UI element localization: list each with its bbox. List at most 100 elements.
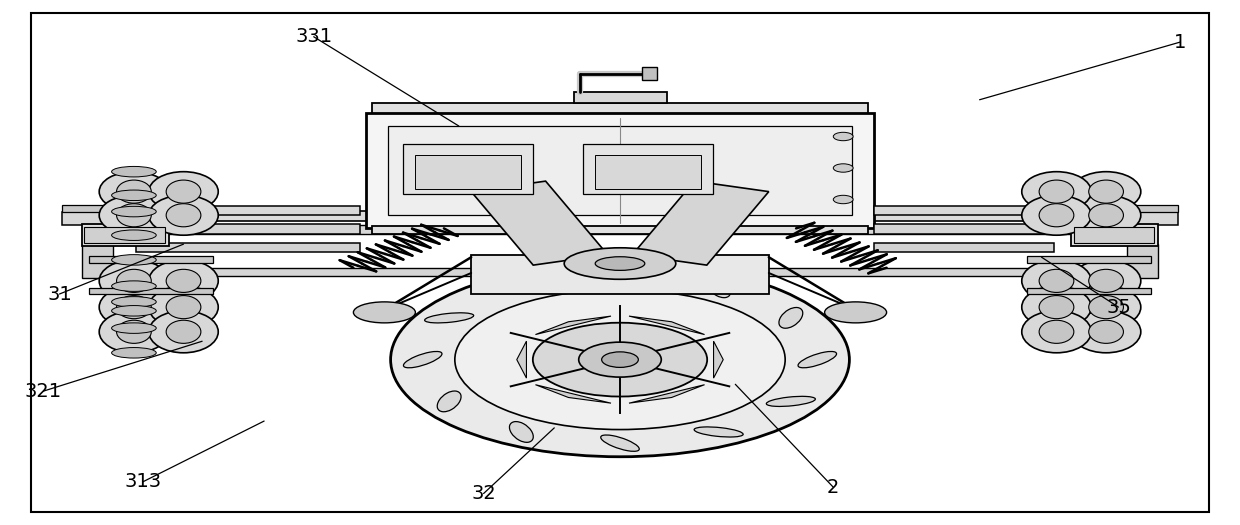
Circle shape [391,262,849,457]
Ellipse shape [99,172,169,212]
Polygon shape [629,385,704,403]
Ellipse shape [438,391,461,412]
Ellipse shape [112,206,156,217]
Bar [161,225,1079,234]
Bar [574,92,667,103]
Bar [89,256,213,262]
Ellipse shape [112,348,156,358]
Polygon shape [632,181,769,265]
Ellipse shape [1022,260,1091,302]
Ellipse shape [403,351,441,368]
Ellipse shape [1039,296,1074,319]
Circle shape [601,352,639,367]
Circle shape [579,342,661,377]
Ellipse shape [600,268,640,284]
Circle shape [533,323,707,396]
Circle shape [833,195,853,204]
Ellipse shape [112,281,156,291]
Polygon shape [629,316,704,334]
Ellipse shape [1039,320,1074,343]
Bar [1042,205,1178,212]
Bar [595,155,701,189]
Ellipse shape [166,180,201,203]
Bar [82,244,113,278]
Ellipse shape [1071,172,1141,212]
Bar [1071,224,1158,246]
Ellipse shape [1071,195,1141,235]
Ellipse shape [117,180,151,203]
Ellipse shape [766,396,816,406]
Ellipse shape [1089,204,1123,227]
Bar [161,211,1079,220]
Ellipse shape [1022,195,1091,235]
Ellipse shape [497,282,546,292]
Ellipse shape [707,277,730,298]
Circle shape [833,132,853,141]
Text: 331: 331 [295,27,332,46]
Ellipse shape [1022,172,1091,212]
Bar [136,243,360,252]
Bar [1074,227,1154,243]
Ellipse shape [149,172,218,212]
Ellipse shape [564,248,676,279]
Ellipse shape [1071,260,1141,302]
Text: 2: 2 [827,478,839,497]
Bar [1027,256,1151,262]
Ellipse shape [424,313,474,323]
Ellipse shape [1089,296,1123,319]
Bar [84,227,165,243]
Text: 1: 1 [1174,33,1187,51]
Ellipse shape [1022,286,1091,328]
Bar [89,288,213,294]
Ellipse shape [166,204,201,227]
Text: 32: 32 [471,484,496,503]
Polygon shape [517,341,527,378]
Bar [62,212,198,225]
Bar [1127,244,1158,278]
Ellipse shape [1039,269,1074,292]
Bar [874,206,1054,215]
Ellipse shape [149,260,218,302]
Polygon shape [713,341,723,378]
Bar [583,144,713,194]
Ellipse shape [166,269,201,292]
Ellipse shape [117,204,151,227]
Bar [136,224,360,234]
Bar [372,226,868,234]
Ellipse shape [112,297,156,307]
Ellipse shape [149,286,218,328]
Ellipse shape [112,255,156,265]
Bar [372,103,868,113]
Bar [82,224,169,246]
Bar [136,206,360,215]
Ellipse shape [166,296,201,319]
Bar [1027,288,1151,294]
Bar [1042,212,1178,225]
Bar [874,224,1054,234]
Ellipse shape [99,195,169,235]
Ellipse shape [779,308,802,328]
Bar [471,255,769,294]
Bar [366,113,874,228]
Ellipse shape [99,311,169,353]
Ellipse shape [600,435,640,452]
Circle shape [833,164,853,172]
Ellipse shape [99,286,169,328]
Text: 313: 313 [124,472,161,491]
Ellipse shape [117,269,151,292]
Ellipse shape [353,302,415,323]
Ellipse shape [117,296,151,319]
Polygon shape [536,316,611,334]
Bar [62,205,198,212]
Text: 31: 31 [47,285,72,303]
Ellipse shape [1071,286,1141,328]
Text: 35: 35 [1106,298,1131,317]
Ellipse shape [595,257,645,270]
Polygon shape [471,181,608,265]
Ellipse shape [112,306,156,316]
Ellipse shape [1039,180,1074,203]
Ellipse shape [149,195,218,235]
Ellipse shape [510,422,533,443]
Ellipse shape [1089,320,1123,343]
Circle shape [455,290,785,429]
